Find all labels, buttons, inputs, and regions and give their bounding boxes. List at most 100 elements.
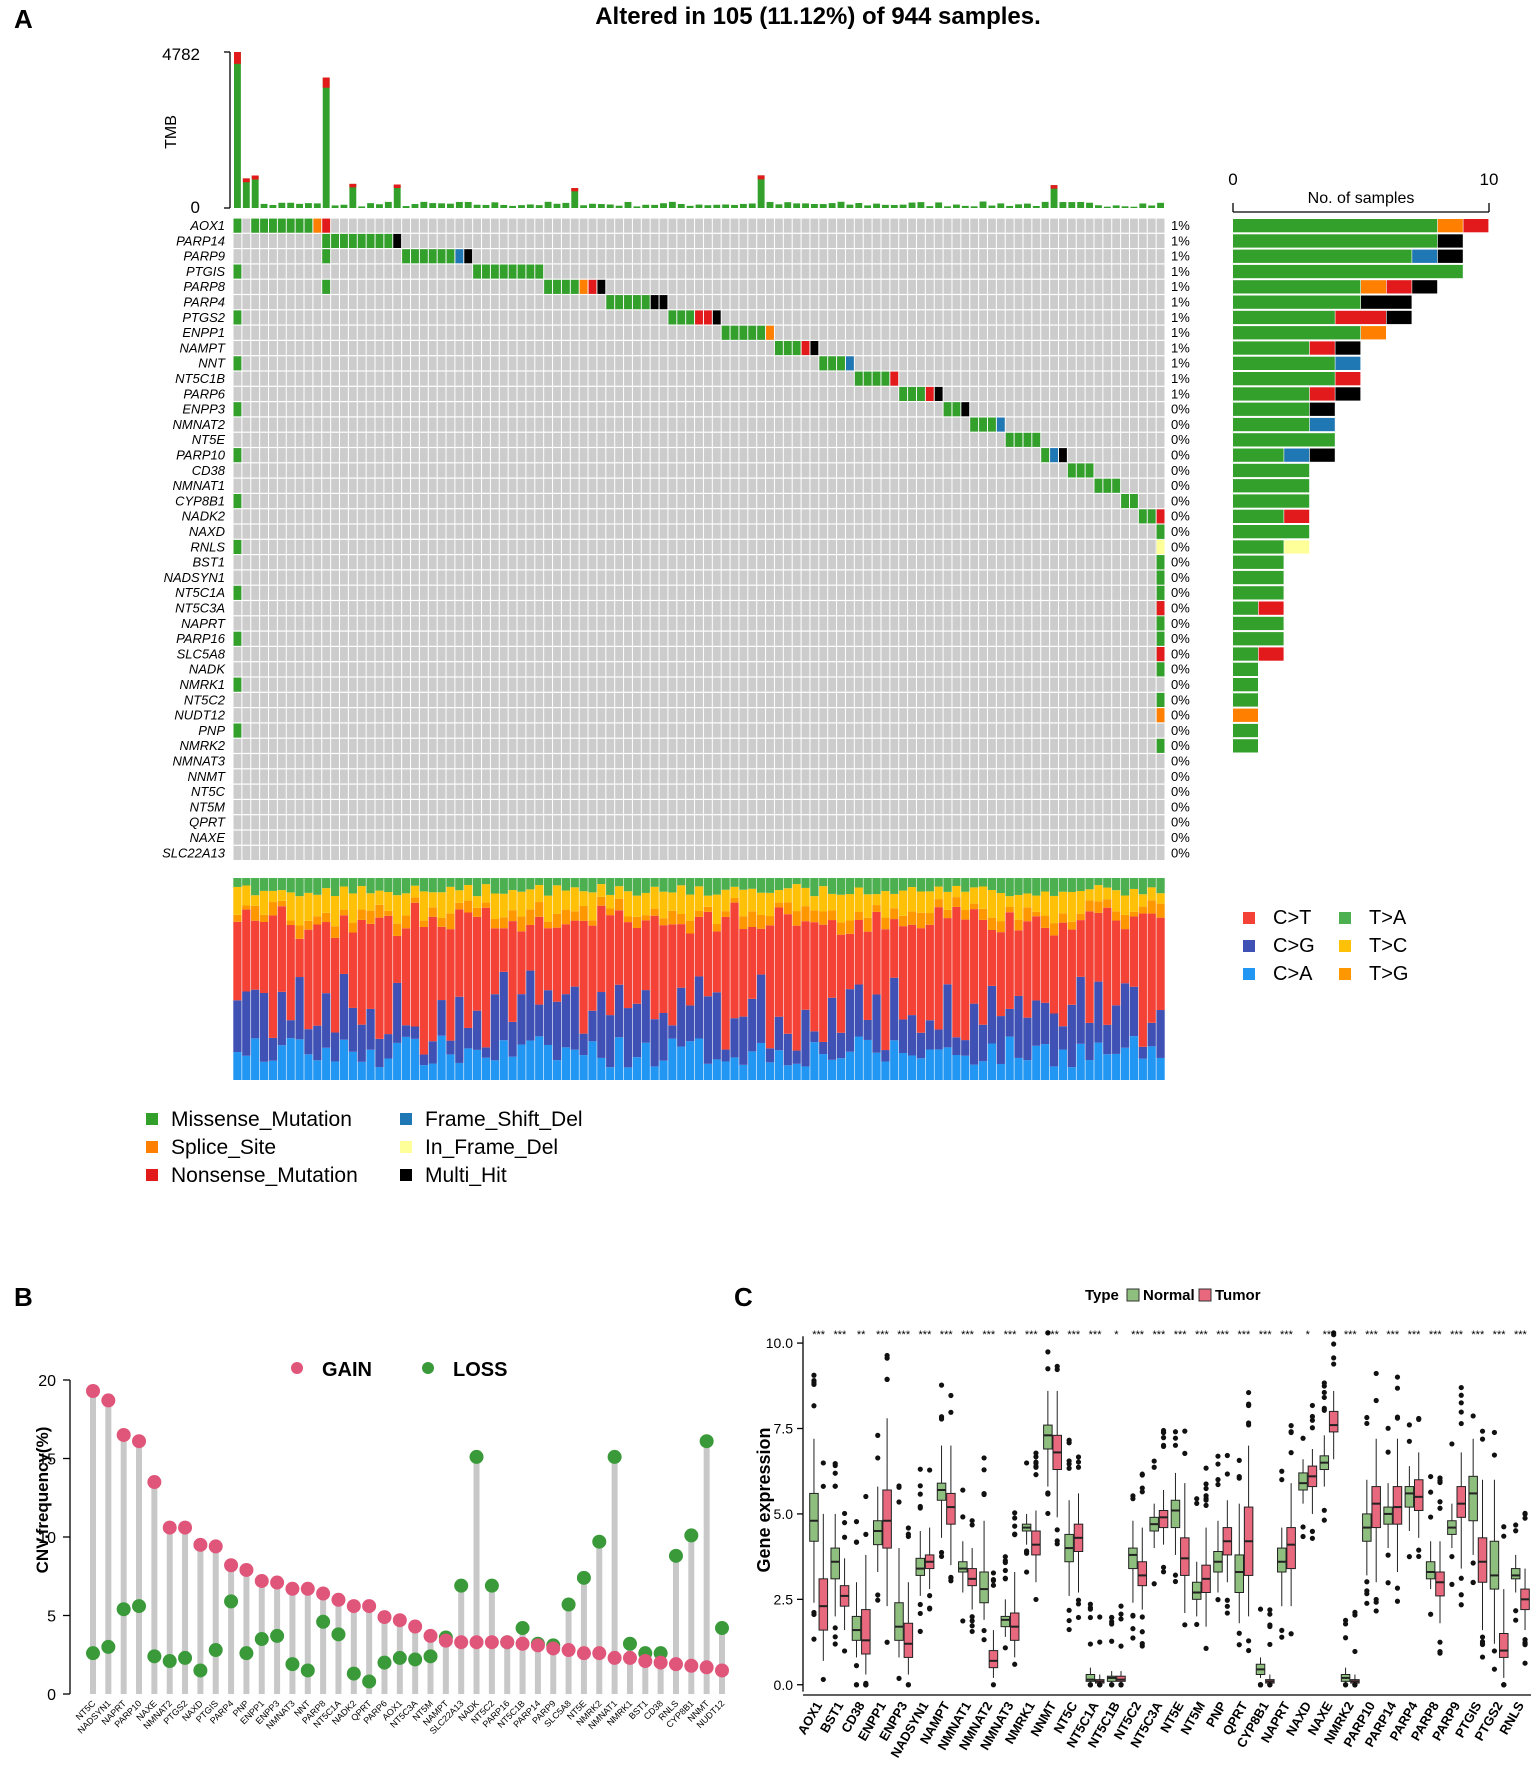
onco-cell [615,325,624,340]
onco-cell [1156,402,1165,417]
onco-cell [304,692,313,707]
onco-cell [251,341,260,356]
onco-cell [1147,356,1156,371]
side-bar-segment [1233,448,1284,462]
onco-cell [597,341,606,356]
onco-cell [641,677,650,692]
onco-cell [455,616,464,631]
onco-cell [1147,769,1156,784]
onco-cell [1076,692,1085,707]
onco-cell [411,402,419,417]
onco-cell [348,723,357,738]
onco-cell [837,371,845,386]
onco-cell [908,692,916,707]
side-bar-segment [1233,525,1310,539]
onco-cell [908,738,916,753]
onco-cell [845,249,854,264]
onco-cell [1032,310,1041,325]
onco-cell [1147,295,1156,310]
onco-cell [1050,723,1058,738]
side-bar-segment [1233,586,1284,600]
onco-cell [393,218,402,233]
onco-cell [1050,708,1058,723]
onco-cell [1147,845,1156,860]
onco-cell [269,677,277,692]
onco-cell [783,677,792,692]
onco-cell [872,233,881,248]
onco-cell [624,738,632,753]
onco-cell [446,830,455,845]
onco-cell [384,585,393,600]
onco-cell [632,218,641,233]
onco-cell [1067,830,1076,845]
onco-cell [970,386,979,401]
onco-cell [1112,769,1121,784]
onco-cell [1032,662,1041,677]
onco-cell [1014,708,1023,723]
onco-cell [242,815,251,830]
onco-cell [659,738,668,753]
onco-cell [863,784,872,799]
onco-mutation-cell [659,295,668,310]
onco-cell [1041,539,1050,554]
onco-cell [437,800,446,815]
onco-cell [916,754,925,769]
onco-cell [482,524,490,539]
onco-cell [863,800,872,815]
onco-cell [1023,754,1032,769]
onco-cell [366,249,375,264]
onco-cell [863,295,872,310]
onco-cell [1023,769,1032,784]
onco-cell [375,555,384,570]
onco-cell [650,448,659,463]
onco-cell [730,494,739,509]
titv-segment [286,920,295,926]
onco-cell [1121,662,1129,677]
onco-cell [402,432,411,447]
onco-cell [695,279,703,294]
onco-cell [561,264,570,279]
onco-cell [863,708,872,723]
onco-cell [561,417,570,432]
onco-cell [606,708,615,723]
onco-cell [828,432,837,447]
onco-cell [428,830,437,845]
onco-cell [1032,631,1041,646]
percent-label: 0% [1171,585,1190,600]
onco-cell [739,845,748,860]
onco-cell [1032,295,1041,310]
onco-cell [659,509,668,524]
onco-cell [757,432,766,447]
onco-cell [499,218,508,233]
onco-cell [269,830,277,845]
tmb-bar [580,205,588,208]
onco-cell [402,386,411,401]
onco-cell [970,356,979,371]
onco-cell [916,325,925,340]
onco-cell [1138,754,1147,769]
onco-cell [828,341,837,356]
onco-cell [996,708,1005,723]
onco-cell [766,218,774,233]
onco-cell [854,295,863,310]
onco-cell [260,448,269,463]
tmb-bar [810,204,818,208]
onco-cell [1129,555,1138,570]
onco-cell [570,448,579,463]
onco-cell [473,325,482,340]
onco-cell [810,279,819,294]
onco-cell [606,754,615,769]
onco-cell [774,769,783,784]
onco-cell [1050,402,1058,417]
onco-cell [686,249,695,264]
onco-cell [437,233,446,248]
onco-cell [996,738,1005,753]
onco-cell [490,570,499,585]
side-bar-segment [1233,356,1335,370]
onco-cell [810,264,819,279]
onco-cell [828,233,837,248]
onco-cell [730,432,739,447]
onco-cell [1041,279,1050,294]
onco-cell [1023,616,1032,631]
onco-cell [1076,448,1085,463]
